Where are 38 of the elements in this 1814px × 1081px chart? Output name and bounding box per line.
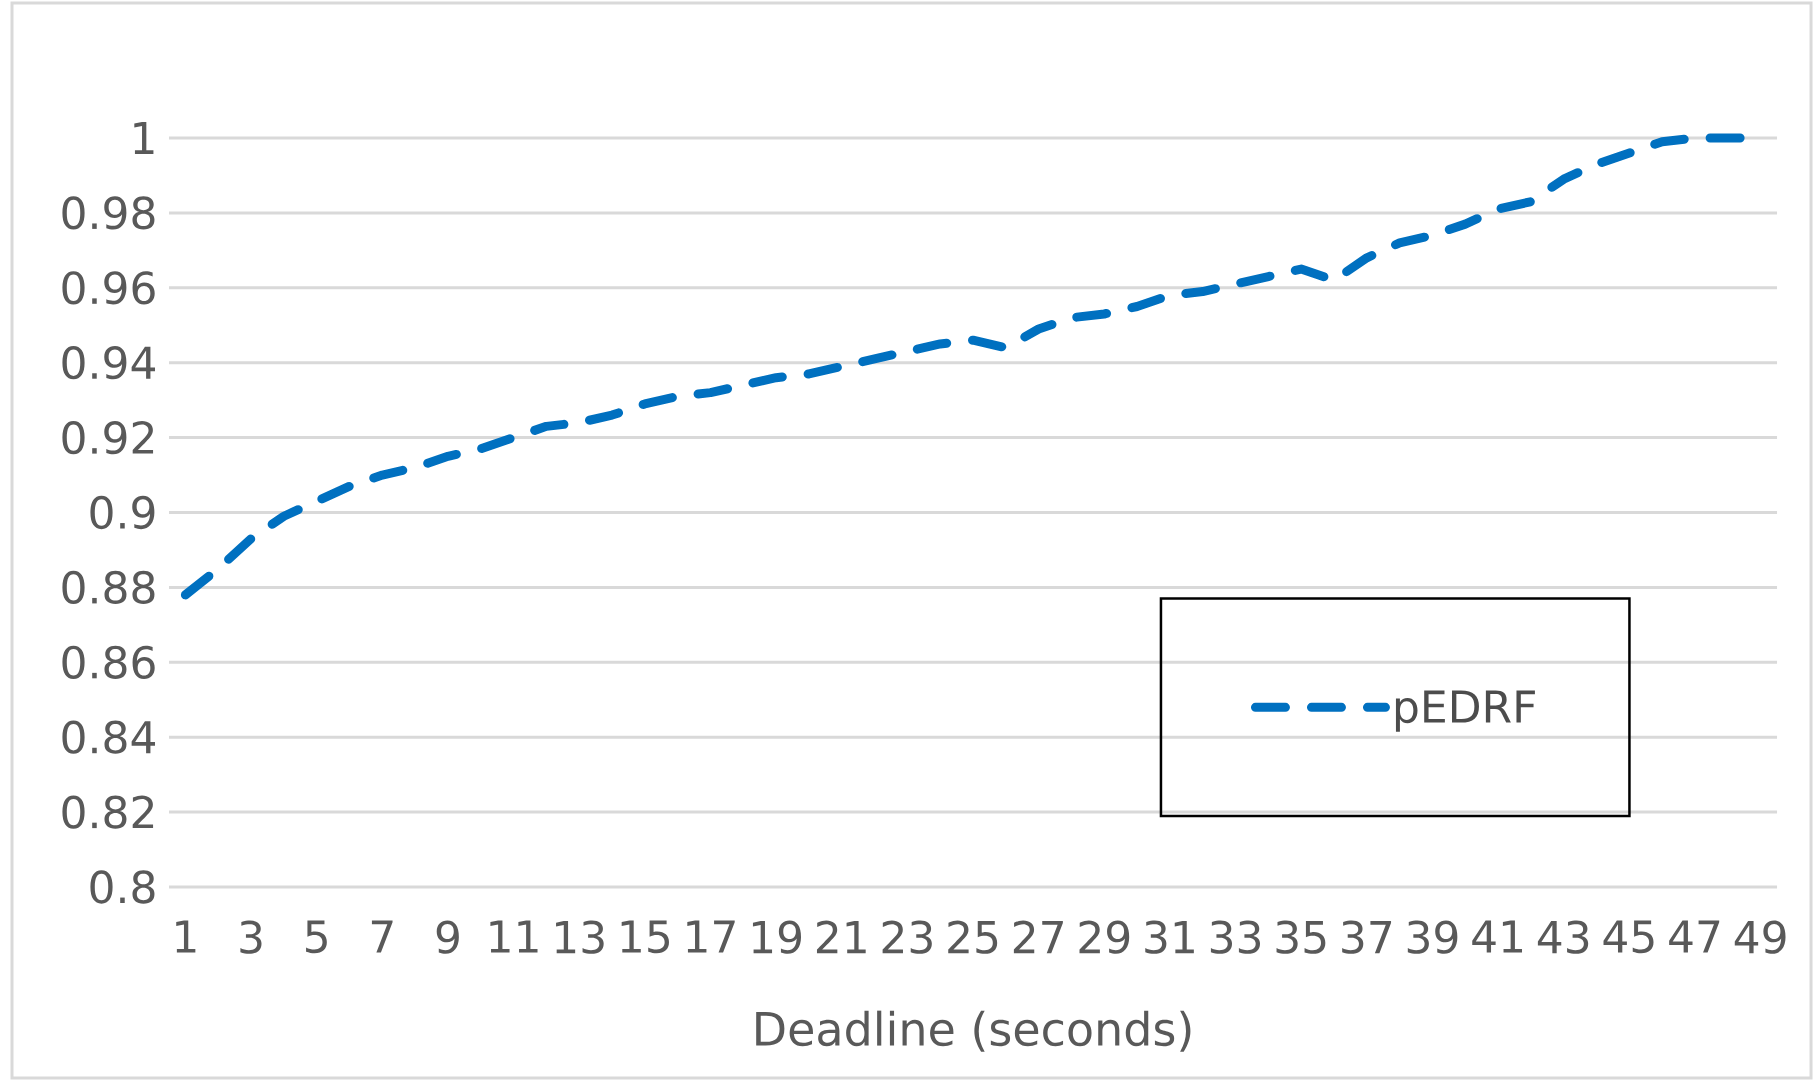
x-tick-label: 25 [948,920,998,954]
x-tick-label: 31 [1145,920,1194,954]
y-tick-label: 0.96 [62,271,155,305]
y-tick-label: 0.9 [90,495,155,530]
y-tick-label: 0.84 [62,720,156,754]
x-tick-label: 5 [306,920,327,954]
x-tick-label: 1 [176,920,196,953]
x-tick-label: 39 [1407,920,1458,954]
x-tick-label: 13 [556,920,604,954]
x-tick-label: 7 [371,920,393,953]
x-tick-label: 19 [752,920,802,954]
x-tick-label: 21 [816,920,866,954]
x-tick-label: 29 [1079,920,1130,954]
x-tick-label: 45 [1603,920,1654,954]
x-tick-label: 43 [1537,920,1589,954]
y-tick-label: 0.98 [62,196,155,230]
x-tick-label: 49 [1734,920,1786,954]
x-axis-title: Deadline (seconds) [756,1010,1191,1052]
x-tick-label: 37 [1342,920,1392,954]
x-tick-label: 11 [490,920,538,953]
y-tick-label: 0.88 [62,570,155,605]
x-tick-label: 47 [1669,920,1720,953]
x-tick-label: 35 [1276,920,1326,954]
y-tick-label: 0.8 [90,870,155,904]
x-tick-label: 27 [1013,920,1063,954]
x-tick-label: 3 [240,920,262,954]
y-tick-label: 0.92 [62,420,154,455]
x-tick-label: 17 [687,920,735,953]
x-tick-label: 33 [1210,920,1261,954]
x-tick-label: 9 [436,920,459,954]
y-tick-label: 0.82 [62,795,154,829]
legend-label: pEDRF [1395,690,1535,732]
y-tick-label: 1 [134,121,154,155]
y-tick-label: 0.86 [62,645,155,679]
x-tick-label: 23 [882,920,932,954]
x-tick-label: 15 [621,920,669,954]
y-tick-label: 0.94 [62,346,156,380]
x-tick-label: 41 [1472,920,1523,953]
